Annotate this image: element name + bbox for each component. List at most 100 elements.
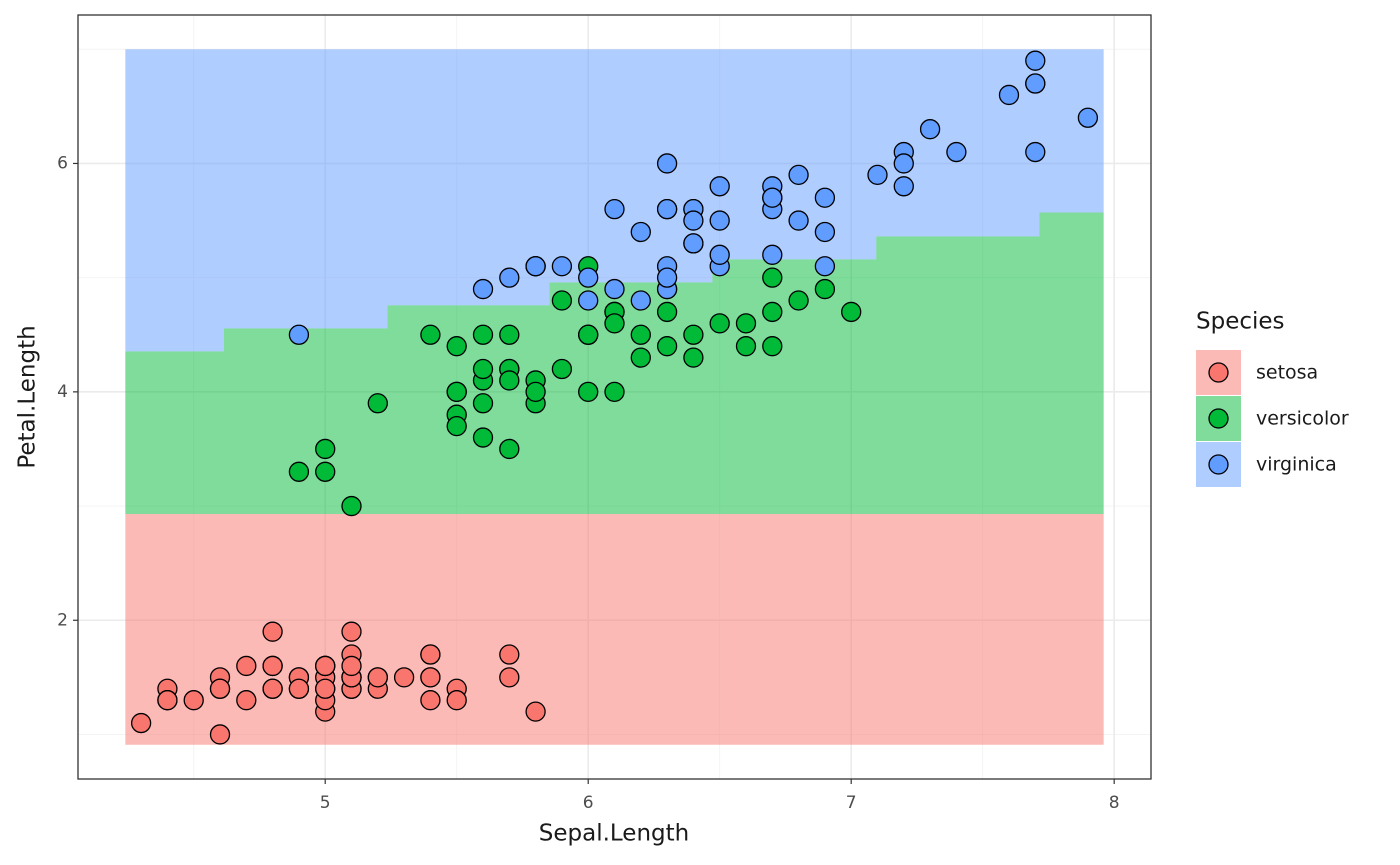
panel-border [77,14,1152,780]
data-point [919,119,941,140]
data-point [472,427,494,448]
data-point [709,244,730,265]
data-point [1025,141,1046,163]
data-point [893,176,914,197]
data-point [814,278,836,300]
data-point [630,347,651,368]
legend-key-point [1208,408,1229,429]
legend-label: virginica [1256,454,1337,476]
data-point [499,667,520,688]
data-point [315,461,336,482]
data-point [814,221,836,243]
data-point [551,256,573,277]
data-point [446,336,467,357]
data-point [393,667,415,688]
data-point [578,290,599,311]
data-point [420,324,441,345]
data-point [709,313,730,334]
data-point [841,301,862,323]
data-point [630,221,651,243]
data-point [420,644,441,665]
data-point [236,690,257,711]
y-tick-label: 4 [57,382,68,402]
data-point [656,153,678,174]
data-point [367,393,388,414]
legend-key-point [1208,454,1229,475]
data-point [472,393,494,414]
data-point [683,210,704,231]
data-point [551,358,573,380]
data-point [656,198,678,220]
data-point [288,324,310,345]
data-point [683,347,704,368]
data-point [499,370,520,391]
data-point [315,678,336,699]
data-point [788,164,809,186]
data-point [288,461,310,482]
plot-area [78,15,1151,779]
data-point [735,313,757,334]
data-point [262,678,283,699]
data-point [656,301,678,323]
data-point [209,678,231,699]
data-point [683,233,704,254]
y-axis-title: Petal.Length [15,325,41,468]
data-point [262,655,283,677]
data-point [788,210,809,231]
data-point [656,336,678,357]
data-point [814,256,836,277]
data-point [209,724,231,745]
data-point [420,667,441,688]
x-tick-label: 8 [1109,793,1120,813]
data-point [341,495,362,517]
x-tick-label: 5 [320,793,331,813]
data-point [420,690,441,711]
data-point [157,690,178,711]
data-point [604,381,625,403]
data-point [709,176,730,197]
data-point [315,655,336,677]
data-point [288,678,310,699]
data-point [1077,107,1099,128]
data-point [814,187,836,208]
legend-key-point [1208,362,1229,383]
data-point [499,324,520,345]
data-point [341,621,362,642]
data-point [604,278,625,300]
data-point [867,164,888,186]
data-point [683,324,704,345]
legend-label: setosa [1256,362,1318,384]
data-point [446,381,467,403]
x-tick-label: 7 [846,793,857,813]
data-point [525,701,546,722]
data-point [525,381,546,403]
data-point [578,324,599,345]
data-point [762,267,783,288]
data-point [551,290,573,311]
legend-title: Species [1196,309,1285,335]
data-point [499,644,520,665]
data-point [788,290,809,311]
data-point [499,438,520,460]
data-point [762,244,783,265]
data-point [130,712,152,734]
data-point [472,324,494,345]
y-tick-label: 2 [57,610,68,630]
data-point [525,256,546,277]
data-point [499,267,520,288]
data-point [183,690,204,711]
data-point [709,210,730,231]
x-axis-title: Sepal.Length [539,821,689,847]
data-point [735,336,757,357]
data-point [604,313,625,334]
data-point [630,324,651,345]
x-tick-label: 6 [583,793,594,813]
data-point [236,655,257,677]
data-point [998,84,1020,106]
data-point [578,381,599,403]
legend-label: versicolor [1256,408,1349,430]
data-point [315,438,336,460]
y-tick-label: 6 [57,153,68,173]
data-point [630,290,651,311]
